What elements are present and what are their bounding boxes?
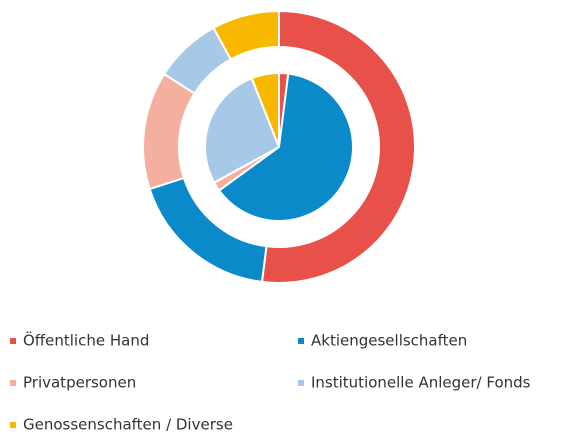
legend-label: Genossenschaften / Diverse (23, 416, 233, 434)
donut-segment (250, 71, 280, 148)
legend-label: Privatpersonen (23, 374, 136, 392)
donut-segment (142, 72, 196, 191)
legend-label: Öffentliche Hand (23, 331, 149, 350)
donut-segment (204, 76, 281, 185)
donut-segment (217, 72, 354, 222)
donut-segment (212, 9, 280, 61)
legend-marker (298, 338, 304, 344)
legend-marker (10, 380, 16, 386)
legend-marker (10, 422, 16, 428)
legend-label: Institutionelle Anleger/ Fonds (311, 374, 531, 392)
legend-label: Aktiengesellschaften (311, 332, 467, 350)
donut-segment (260, 9, 416, 284)
legend-marker (10, 338, 16, 344)
legend-marker (298, 380, 304, 386)
